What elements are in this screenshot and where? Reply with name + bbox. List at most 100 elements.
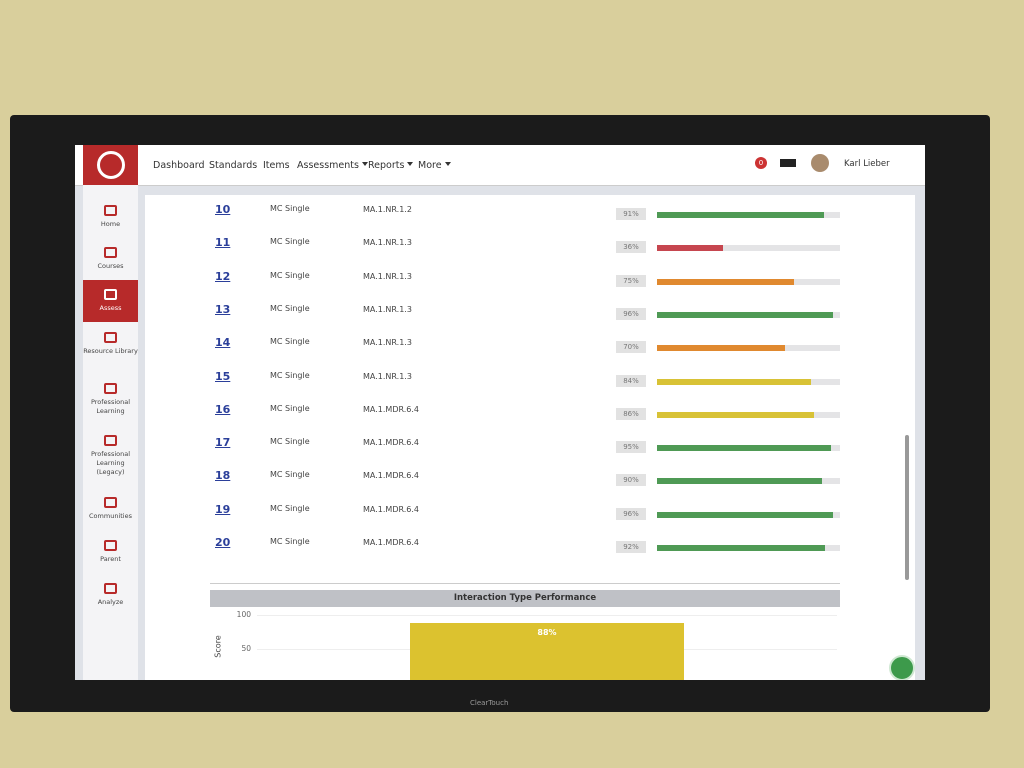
avatar[interactable] (811, 154, 829, 172)
score-label: 70% (616, 341, 646, 354)
question-number[interactable]: 16 (215, 402, 231, 416)
score-bar (657, 411, 815, 418)
question-type: MC Single (270, 470, 310, 480)
score-label: 90% (616, 474, 646, 487)
question-type: MC Single (270, 303, 310, 313)
grad-icon[interactable] (780, 159, 796, 167)
standard: MA.1.NR.1.3 (363, 371, 412, 381)
score-label: 95% (616, 441, 646, 454)
caret (361, 162, 368, 169)
question-type: MC Single (270, 204, 310, 213)
question-number[interactable]: 20 (215, 536, 231, 549)
score-bar (657, 245, 723, 252)
score-label: 84% (616, 374, 646, 387)
standard: MA.1.MDR.6.4 (363, 404, 420, 414)
score-bar (657, 445, 831, 452)
score-bar (657, 511, 833, 518)
question-number[interactable]: 18 (215, 469, 231, 483)
screen: 0 Karl Lieber Dashboard Standards Items Ass… (75, 145, 925, 680)
chart-divider (210, 583, 840, 584)
bar: 88% (410, 623, 684, 680)
score-label: 91% (616, 208, 646, 220)
question-type: MC Single (270, 503, 310, 513)
y-tick-label: 50 (241, 644, 251, 653)
chat-button[interactable] (889, 655, 915, 680)
score-bar (657, 311, 833, 318)
sidebar-icon (104, 583, 117, 594)
question-number[interactable]: 11 (215, 236, 231, 250)
standard: MA.1.NR.1.3 (363, 338, 412, 348)
sidebar-icon (104, 540, 117, 551)
logo-mark (97, 151, 125, 179)
nav-item[interactable]: Dashboard (153, 160, 205, 171)
question-number[interactable]: 15 (215, 369, 231, 383)
score-track (657, 245, 840, 252)
standard: MA.1.NR.1.2 (363, 205, 412, 214)
standard: MA.1.MDR.6.4 (363, 538, 420, 547)
chart-title: Interaction Type Performance (210, 590, 840, 607)
question-number[interactable]: 14 (215, 336, 231, 350)
question-type: MC Single (270, 337, 310, 347)
sidebar-item[interactable]: Professional Learning (90, 398, 131, 415)
user-name[interactable]: Karl Lieber (844, 159, 890, 169)
nav-item[interactable]: More (418, 160, 451, 171)
sidebar-icon (104, 497, 117, 508)
sidebar-item[interactable]: Resource Library (83, 347, 138, 355)
sidebar-icon (104, 247, 117, 258)
question-number[interactable]: 19 (215, 502, 231, 516)
sidebar-item[interactable]: Professional Learning (Legacy) (90, 450, 131, 476)
score-label: 75% (616, 274, 646, 287)
standard: MA.1.NR.1.3 (363, 304, 412, 314)
active-highlight (83, 280, 138, 322)
question-number[interactable]: 10 (215, 203, 231, 216)
header: 0 Karl Lieber Dashboard Standards Items Ass… (75, 145, 925, 186)
scrollbar[interactable] (905, 435, 909, 580)
score-bar (657, 345, 786, 352)
caret (407, 162, 414, 169)
sidebar-item[interactable]: Communities (89, 512, 132, 520)
standard: MA.1.MDR.6.4 (363, 438, 420, 448)
standard: MA.1.MDR.6.4 (363, 471, 420, 481)
score-label: 36% (616, 241, 646, 254)
standard: MA.1.NR.1.3 (363, 271, 412, 281)
question-type: MC Single (270, 403, 310, 413)
score-bar (657, 478, 822, 485)
sidebar-item[interactable]: Analyze (97, 598, 124, 606)
nav-item[interactable]: Reports (368, 160, 414, 171)
notification-badge[interactable]: 0 (755, 157, 767, 169)
nav-item[interactable]: Assessments (297, 160, 368, 171)
sidebar-item[interactable]: Home (100, 220, 121, 228)
score-label: 92% (616, 541, 646, 553)
main-panel: 10 MC Single MA.1.NR.1.2 91% 11 MC Single MA.1… (145, 195, 915, 680)
question-type: MC Single (270, 437, 310, 447)
sidebar-item[interactable]: Parent (100, 555, 121, 563)
score-label: 86% (616, 407, 646, 420)
question-number[interactable]: 17 (215, 436, 231, 450)
question-number[interactable]: 12 (215, 269, 231, 283)
grid-line (257, 615, 837, 616)
question-type: MC Single (270, 237, 310, 247)
question-number[interactable]: 13 (215, 302, 231, 316)
score-bar (657, 545, 826, 551)
caret (444, 162, 451, 169)
sidebar-icon (104, 205, 117, 216)
score-bar (657, 278, 795, 285)
sidebar-icon (104, 289, 117, 300)
y-tick-label: 100 (236, 610, 251, 619)
nav-item[interactable]: Items (263, 160, 290, 171)
logo[interactable] (83, 145, 138, 185)
standard: MA.1.MDR.6.4 (363, 504, 420, 514)
score-label: 96% (616, 507, 646, 520)
nav-item[interactable]: Standards (209, 160, 258, 171)
sidebar-item[interactable]: Assess (99, 304, 122, 312)
sidebar-item[interactable]: Courses (97, 262, 124, 270)
sidebar-icon (104, 435, 117, 446)
standard: MA.1.NR.1.3 (363, 238, 412, 248)
monitor-brand: ClearTouch (470, 699, 509, 707)
data-label: 88% (537, 628, 557, 638)
sidebar: Home Courses Assess Resource Library Profess… (83, 185, 138, 680)
question-type: MC Single (270, 370, 310, 380)
score-bar (657, 378, 811, 385)
score-label: 96% (616, 307, 646, 320)
